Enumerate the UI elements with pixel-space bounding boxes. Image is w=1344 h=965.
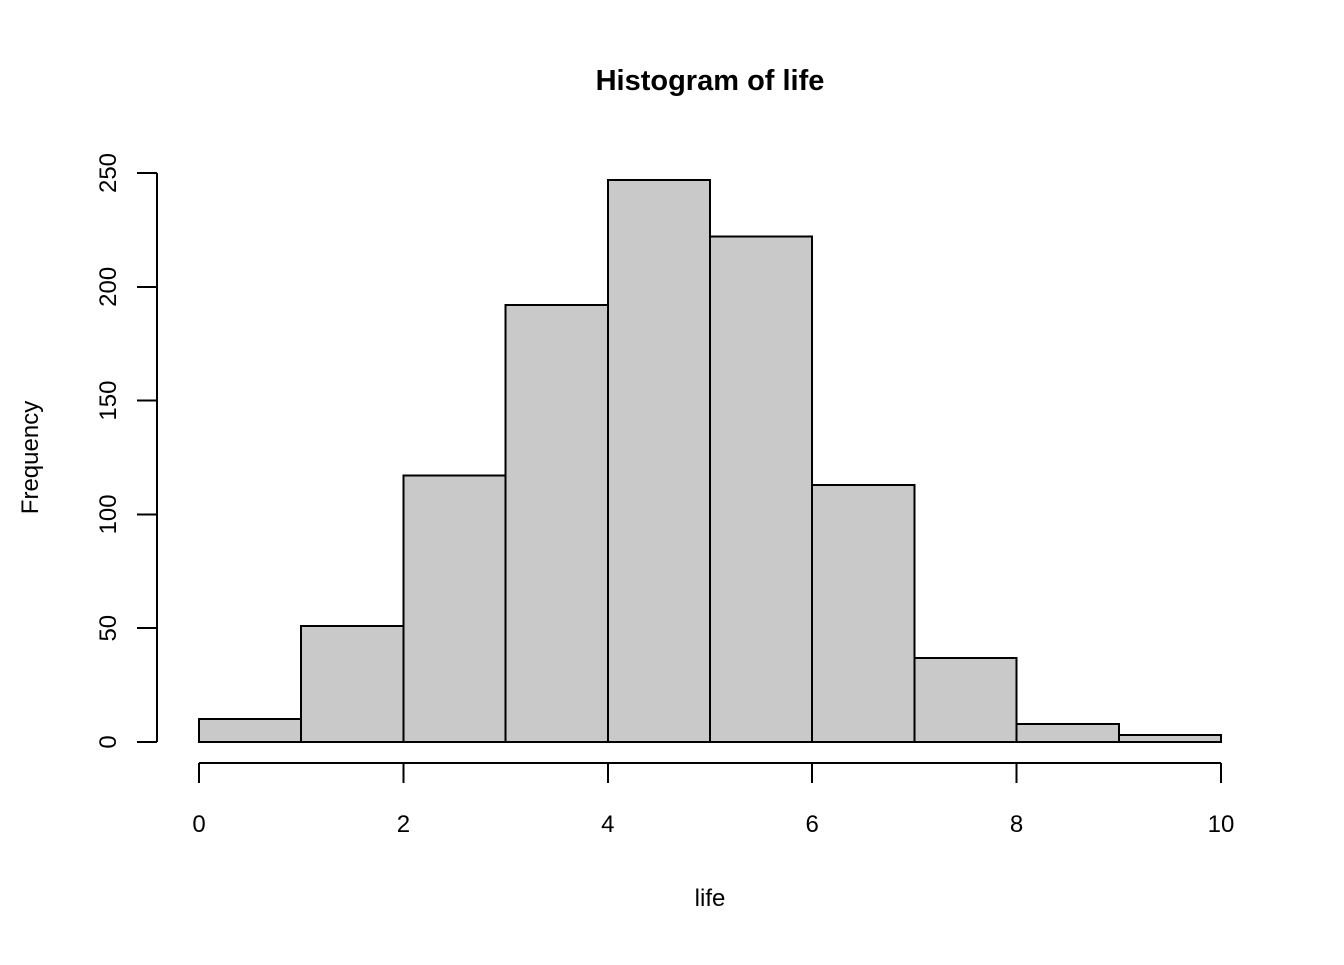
histogram-bar [811, 483, 916, 743]
x-axis-tick-label: 4 [601, 811, 614, 838]
histogram-bar [402, 474, 507, 743]
x-axis-label: life [695, 885, 726, 912]
histogram-bar [1117, 734, 1223, 743]
x-axis-tick-label: 10 [1208, 811, 1235, 838]
histogram-bar [504, 304, 609, 743]
x-axis-tick-label: 2 [397, 811, 410, 838]
histogram-bar [300, 624, 405, 744]
y-axis-label: Frequency [17, 401, 44, 514]
x-axis-tick-label: 0 [192, 811, 205, 838]
y-axis-tick-label: 200 [95, 267, 122, 307]
histogram-bar [709, 235, 814, 743]
chart-title: Histogram of life [596, 65, 825, 97]
histogram-bar [913, 656, 1018, 744]
y-axis-tick-label: 150 [95, 381, 122, 421]
y-axis-tick-label: 50 [95, 615, 122, 642]
y-axis-tick-label: 250 [95, 153, 122, 193]
histogram-bar [606, 178, 711, 743]
y-axis-tick-label: 0 [95, 735, 122, 748]
x-axis-tick-label: 6 [806, 811, 819, 838]
y-axis-tick-label: 100 [95, 494, 122, 534]
histogram-bar [1015, 722, 1120, 743]
histogram-bar [198, 718, 303, 743]
x-axis-tick-label: 8 [1010, 811, 1023, 838]
